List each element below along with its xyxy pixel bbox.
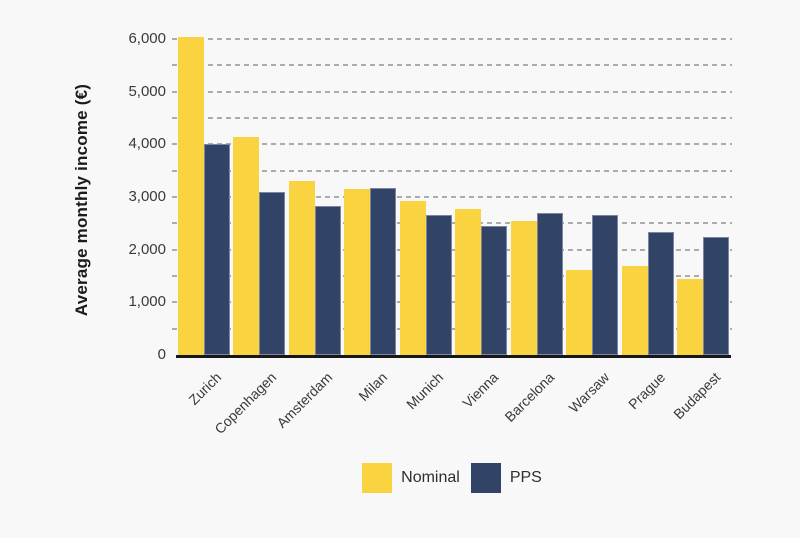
- gridline: [172, 90, 732, 93]
- gridline: [172, 275, 732, 277]
- legend-item-nominal: Nominal: [362, 463, 460, 493]
- bar-budapest-pps: [703, 237, 730, 355]
- legend: Nominal PPS: [172, 462, 732, 494]
- legend-label-nominal: Nominal: [401, 469, 460, 486]
- gridline: [172, 327, 732, 330]
- gridline: [172, 222, 732, 225]
- legend-item-pps: PPS: [470, 463, 542, 493]
- y-tick-label: 3,000: [128, 188, 166, 205]
- gridline: [172, 301, 732, 304]
- legend-swatch-nominal: [362, 463, 393, 493]
- gridline: [172, 143, 732, 146]
- bar-barcelona-pps: [536, 213, 563, 355]
- bar-prague-nominal: [621, 266, 648, 355]
- bar-vienna-nominal: [455, 209, 482, 355]
- bar-milan-pps: [370, 188, 397, 355]
- x-axis-line: [176, 355, 731, 358]
- bar-vienna-pps: [481, 226, 508, 355]
- y-tick-label: 2,000: [128, 240, 166, 258]
- gridline: [172, 64, 732, 67]
- gridline: [172, 117, 732, 119]
- bar-budapest-nominal: [677, 279, 704, 355]
- y-tick-label: 4,000: [128, 135, 166, 153]
- legend-label-pps: PPS: [509, 469, 542, 486]
- bar-prague-pps: [647, 232, 674, 355]
- legend-swatch-pps: [470, 463, 501, 493]
- bar-zurich-pps: [204, 144, 230, 355]
- bar-zurich-nominal: [178, 37, 204, 355]
- bar-warsaw-nominal: [566, 270, 593, 355]
- bar-copenhagen-pps: [259, 192, 286, 355]
- y-tick-label: 5,000: [128, 82, 166, 100]
- bar-warsaw-pps: [592, 215, 619, 355]
- gridline: [172, 248, 732, 251]
- gridline: [172, 169, 732, 172]
- bar-amsterdam-pps: [314, 206, 341, 355]
- bar-amsterdam-nominal: [288, 181, 315, 355]
- y-tick-label: 1,000: [128, 293, 166, 311]
- bar-munich-nominal: [399, 201, 426, 355]
- bar-munich-pps: [425, 215, 452, 355]
- bar-copenhagen-nominal: [233, 137, 260, 355]
- y-tick-label: 6,000: [128, 30, 166, 47]
- gridline: [172, 196, 732, 198]
- y-tick-label: 0: [157, 346, 166, 363]
- bar-barcelona-nominal: [510, 221, 537, 355]
- gridline: [172, 38, 732, 40]
- bar-milan-nominal: [344, 189, 371, 355]
